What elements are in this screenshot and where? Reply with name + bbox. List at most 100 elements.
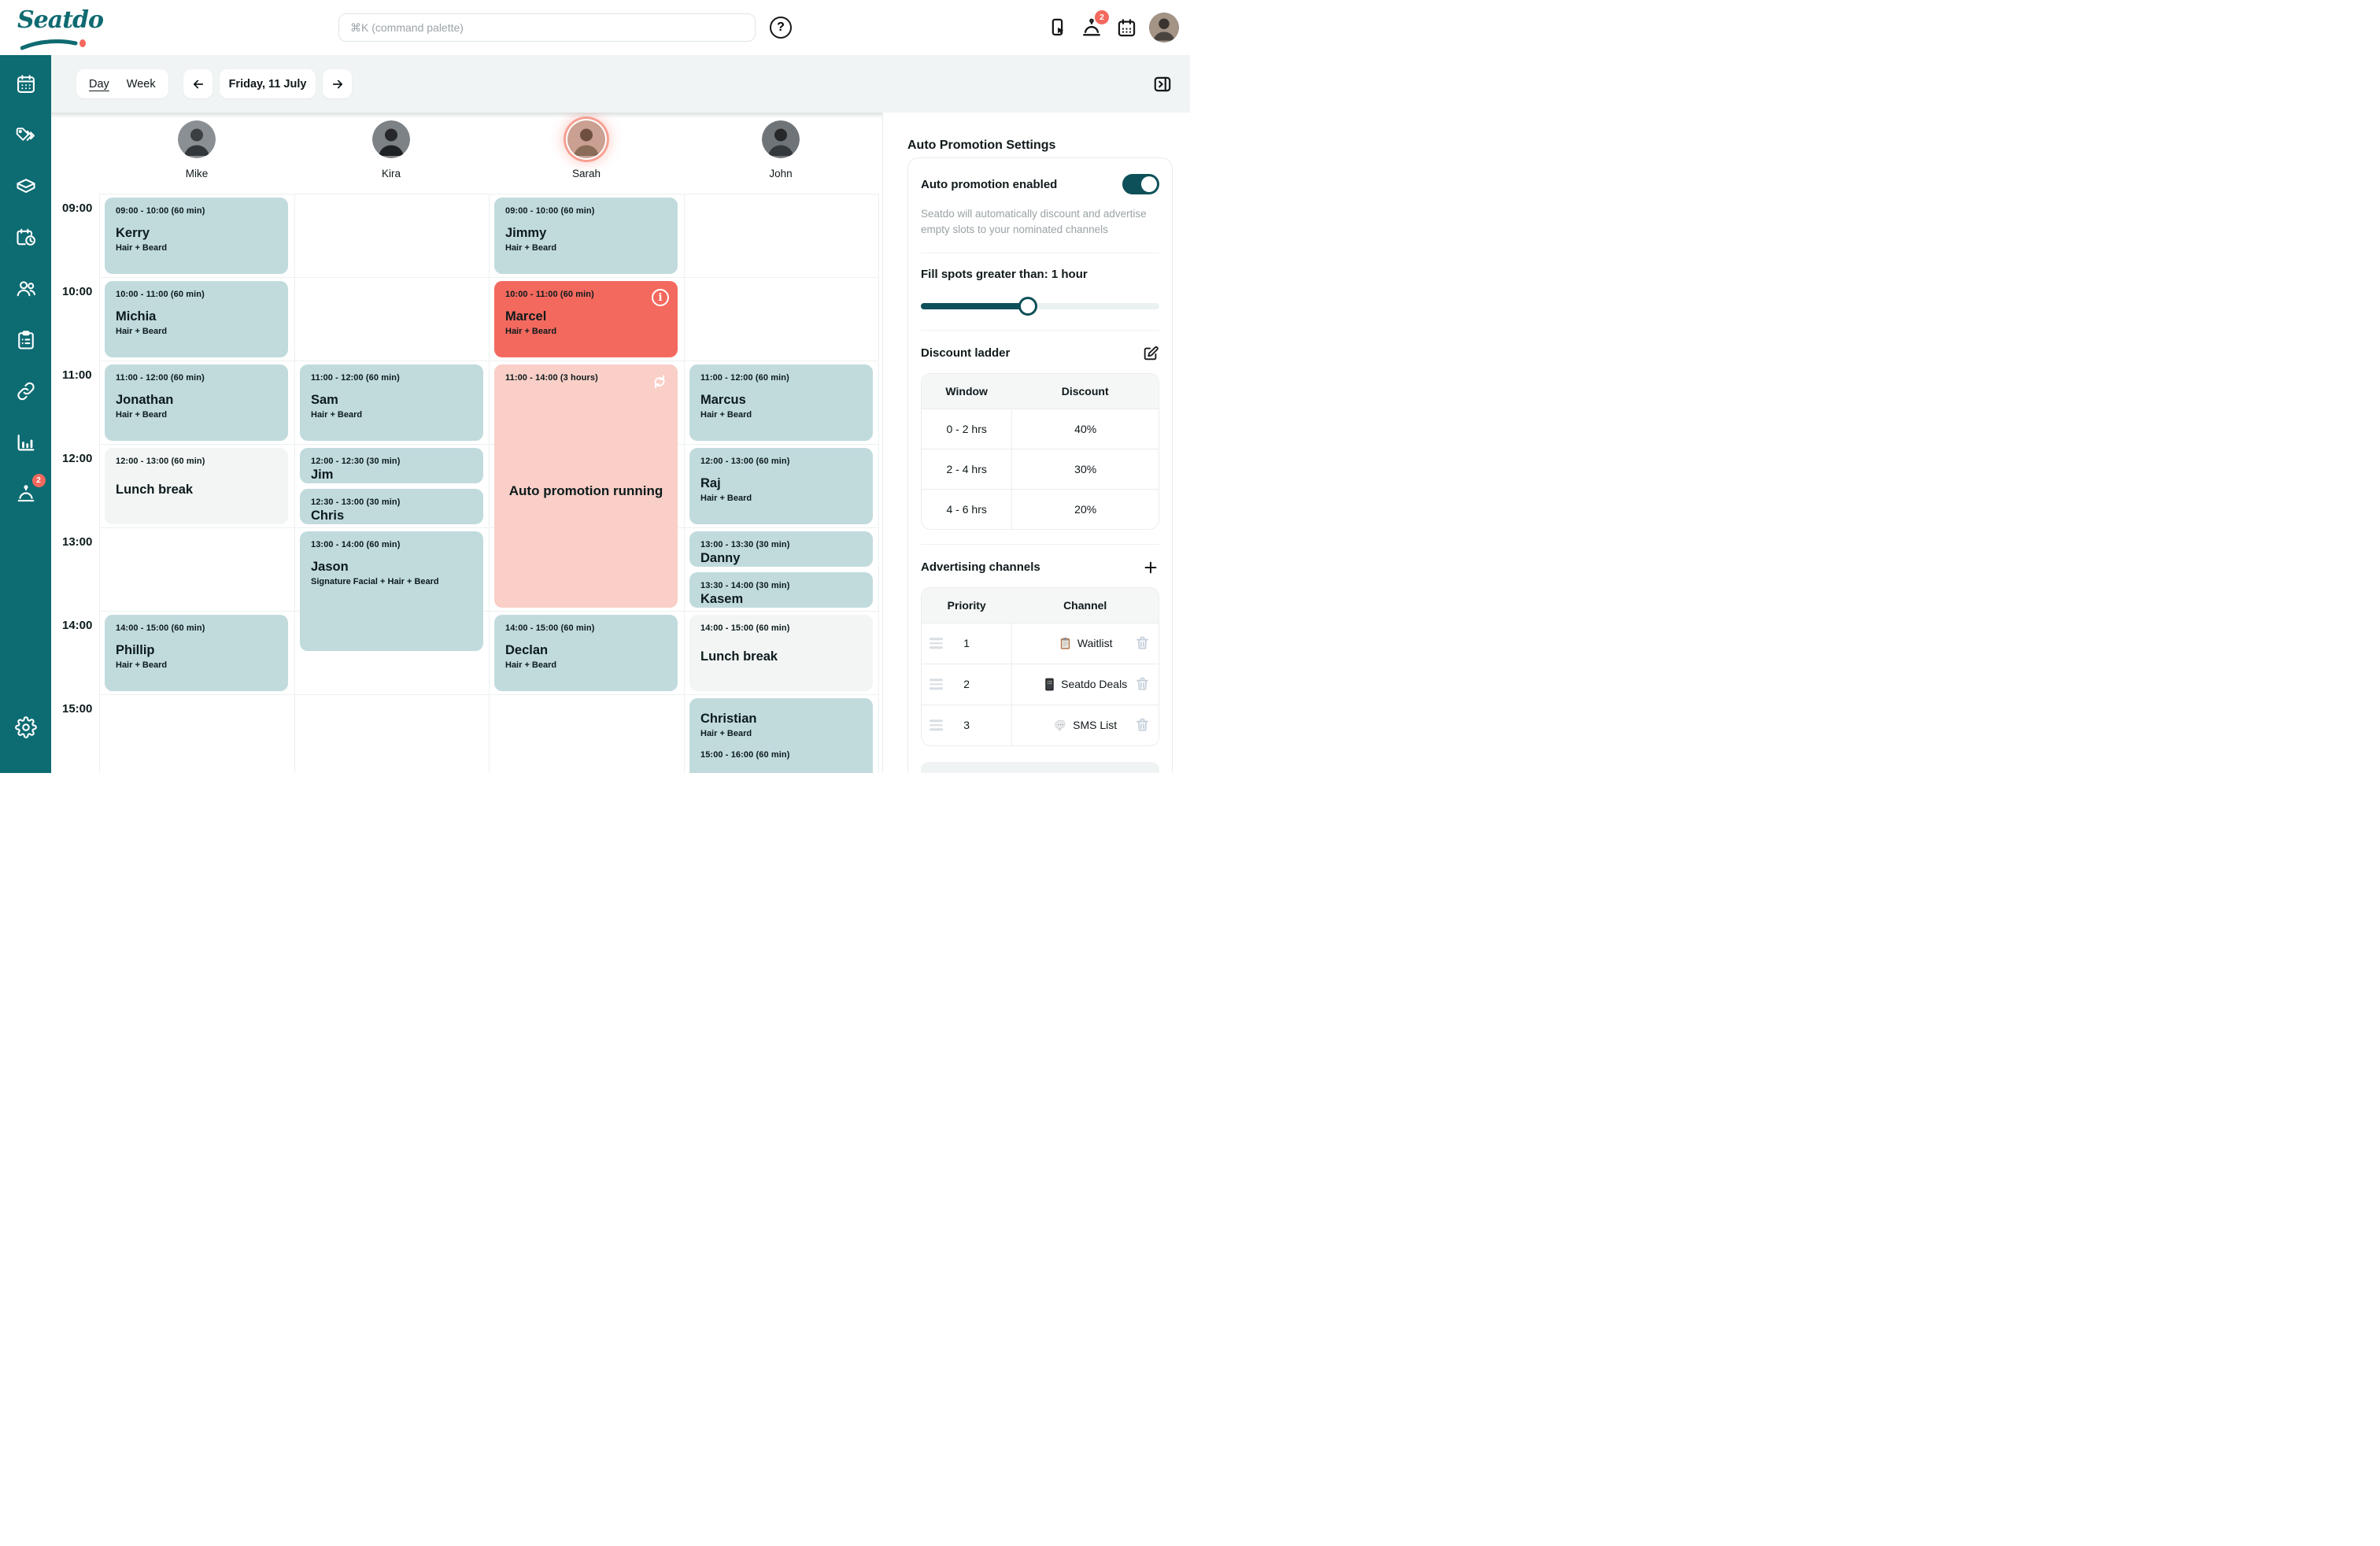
discount-cell: 30% [1011, 449, 1159, 489]
tab-week[interactable]: Week [126, 77, 156, 91]
staff-sarah[interactable]: Sarah [531, 120, 641, 179]
panel-collapse-icon [1152, 74, 1176, 94]
sidebar-item-links[interactable] [9, 375, 42, 408]
notifications-button[interactable]: 2 [1080, 10, 1109, 39]
sidebar-item-deals[interactable] [9, 119, 42, 152]
channel-row: 2 Seatdo Deals [922, 663, 1159, 705]
drag-handle[interactable] [929, 638, 943, 649]
sidebar-item-calendar[interactable] [9, 68, 42, 101]
box-icon [15, 176, 37, 198]
time-label: 14:00 [62, 619, 93, 632]
break-card[interactable]: 12:00 - 13:00 (60 min) Lunch break [105, 448, 288, 524]
appointment-card[interactable]: 10:00 - 11:00 (60 min) Michia Hair + Bea… [105, 281, 288, 357]
avatar-highlighted [567, 120, 605, 158]
discount-cell: 20% [1011, 489, 1159, 529]
sidebar-item-reports[interactable] [9, 426, 42, 459]
staff-name: Mike [185, 168, 209, 179]
break-card[interactable]: 14:00 - 15:00 (60 min) Lunch break [689, 615, 873, 691]
info-icon[interactable]: i [652, 289, 669, 306]
slider-thumb[interactable] [1018, 296, 1038, 316]
tab-day[interactable]: Day [89, 77, 109, 91]
appointment-card[interactable]: 11:00 - 12:00 (60 min) Jonathan Hair + B… [105, 364, 288, 441]
view-progress-button[interactable]: View progress [921, 761, 1159, 773]
appointment-card[interactable]: 14:00 - 15:00 (60 min) Phillip Hair + Be… [105, 615, 288, 691]
edit-icon [1142, 345, 1159, 362]
time-label: 10:00 [62, 285, 93, 298]
appointment-card[interactable]: Christian Hair + Beard 15:00 - 16:00 (60… [689, 698, 873, 773]
channel-row: 3 SMS List [922, 704, 1159, 745]
appointment-card[interactable]: 12:00 - 12:30 (30 min) Jim [300, 448, 483, 483]
service-bell-icon [15, 483, 37, 505]
collapse-panel-button[interactable] [1152, 72, 1176, 96]
table-row: 0 - 2 hrs 40% [922, 408, 1159, 449]
table-row: 4 - 6 hrs 20% [922, 488, 1159, 529]
panel-description: Seatdo will automatically discount and a… [921, 208, 1147, 236]
sidebar-item-schedule[interactable] [9, 221, 42, 254]
appointment-card[interactable]: 09:00 - 10:00 (60 min) Jimmy Hair + Bear… [494, 198, 678, 274]
edit-discount-button[interactable] [1142, 345, 1159, 362]
help-button[interactable]: ? [770, 17, 792, 39]
calendar-clock-icon [15, 227, 37, 249]
auto-promotion-toggle[interactable] [1122, 174, 1159, 194]
appointment-card[interactable]: 13:30 - 14:00 (30 min) Kasem [689, 572, 873, 608]
date-button[interactable]: Friday, 11 July [220, 69, 316, 98]
smartphone-icon [1044, 678, 1055, 691]
sidebar-item-products[interactable] [9, 170, 42, 203]
device-cursor-icon [1047, 17, 1068, 39]
sidebar-item-clients[interactable] [9, 272, 42, 305]
staff-mike[interactable]: Mike [142, 120, 252, 179]
column-header: Discount [1061, 384, 1109, 398]
window-cell: 4 - 6 hrs [946, 502, 987, 516]
user-avatar[interactable] [1149, 13, 1179, 43]
auto-promotion-panel: Auto Promotion Settings Auto promotion e… [897, 113, 1190, 773]
staff-kira[interactable]: Kira [336, 120, 446, 179]
drag-handle[interactable] [929, 679, 943, 690]
clipboard-icon [1059, 637, 1072, 650]
column-divider [294, 194, 295, 773]
staff-name: Kira [381, 168, 401, 179]
auto-promotion-card[interactable]: 11:00 - 14:00 (3 hours) Auto promotion r… [494, 364, 678, 608]
channel-name: SMS List [1073, 719, 1118, 731]
sidebar-item-settings[interactable] [9, 711, 42, 744]
drag-handle[interactable] [929, 719, 943, 730]
user-avatar-image [1149, 13, 1179, 43]
delete-channel-button[interactable] [1134, 635, 1151, 652]
column-header: Window [945, 384, 988, 398]
gear-icon [14, 716, 37, 738]
app-logo[interactable]: Seatdo [17, 6, 104, 50]
appointment-card[interactable]: 11:00 - 12:00 (60 min) Sam Hair + Beard [300, 364, 483, 441]
panel-title: Auto Promotion Settings [907, 139, 1056, 152]
advertising-channels-table: Priority Channel 1 Waitlist [921, 586, 1159, 746]
appointment-card[interactable]: 13:00 - 14:00 (60 min) Jason Signature F… [300, 531, 483, 651]
appointment-card[interactable]: 11:00 - 12:00 (60 min) Marcus Hair + Bea… [689, 364, 873, 441]
link-icon [15, 380, 37, 402]
prev-day-button[interactable] [183, 69, 213, 98]
channel-row: 1 Waitlist [922, 622, 1159, 664]
service-bell-icon [1081, 17, 1103, 39]
staff-name: Sarah [571, 168, 601, 179]
appointment-card[interactable]: 14:00 - 15:00 (60 min) Declan Hair + Bea… [494, 615, 678, 691]
fill-spots-label: Fill spots greater than: 1 hour [921, 267, 1088, 281]
next-day-button[interactable] [323, 69, 352, 98]
delete-channel-button[interactable] [1134, 676, 1151, 693]
kiosk-mode-button[interactable] [1045, 16, 1069, 39]
staff-john[interactable]: John [726, 120, 836, 179]
appointment-card[interactable]: 12:30 - 13:00 (30 min) Chris [300, 489, 483, 524]
logo-swoosh-icon [20, 39, 86, 50]
delete-channel-button[interactable] [1134, 717, 1151, 734]
calendar-grid: Mike Kira Sarah John [51, 113, 883, 773]
sidebar-item-forms[interactable] [9, 324, 42, 357]
calendar-button[interactable] [1114, 16, 1138, 39]
sidebar-item-bookings[interactable]: 2 [9, 474, 46, 510]
appointment-card[interactable]: 12:00 - 13:00 (60 min) Raj Hair + Beard [689, 448, 873, 524]
recycle-icon [650, 372, 669, 391]
add-channel-button[interactable] [1142, 559, 1159, 576]
fill-spots-slider[interactable] [921, 296, 1159, 316]
appointment-card-alert[interactable]: 10:00 - 11:00 (60 min) Marcel Hair + Bea… [494, 281, 678, 357]
appointment-card[interactable]: 13:00 - 13:30 (30 min) Danny [689, 531, 873, 567]
window-cell: 0 - 2 hrs [946, 422, 987, 435]
search-input[interactable] [338, 13, 756, 42]
appointment-card[interactable]: 09:00 - 10:00 (60 min) Kerry Hair + Bear… [105, 198, 288, 274]
avatar [178, 120, 216, 158]
discount-ladder-table: Window Discount 0 - 2 hrs 40% 2 - 4 hrs … [921, 372, 1159, 530]
